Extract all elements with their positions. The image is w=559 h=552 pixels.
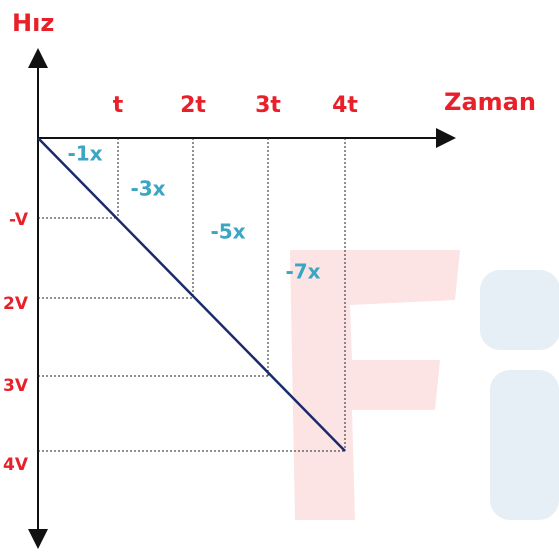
region-label: -5x <box>210 220 245 244</box>
y-tick-label: 2V <box>3 294 29 314</box>
region-label: -1x <box>67 142 102 166</box>
y-tick-label: 3V <box>3 376 29 396</box>
y-tick-label: -V <box>9 210 29 230</box>
y-axis-label: Hız <box>12 9 54 37</box>
velocity-line <box>37 137 346 452</box>
watermark <box>290 250 559 520</box>
x-tick-label: t <box>113 93 124 118</box>
x-tick-label: 2t <box>180 93 206 118</box>
x-tick-label: 4t <box>332 93 358 118</box>
x-axis-label: Zaman <box>444 88 536 116</box>
region-label: -7x <box>285 260 320 284</box>
region-label: -3x <box>130 177 165 201</box>
x-tick-label: 3t <box>255 93 281 118</box>
y-tick-label: 4V <box>3 455 29 475</box>
